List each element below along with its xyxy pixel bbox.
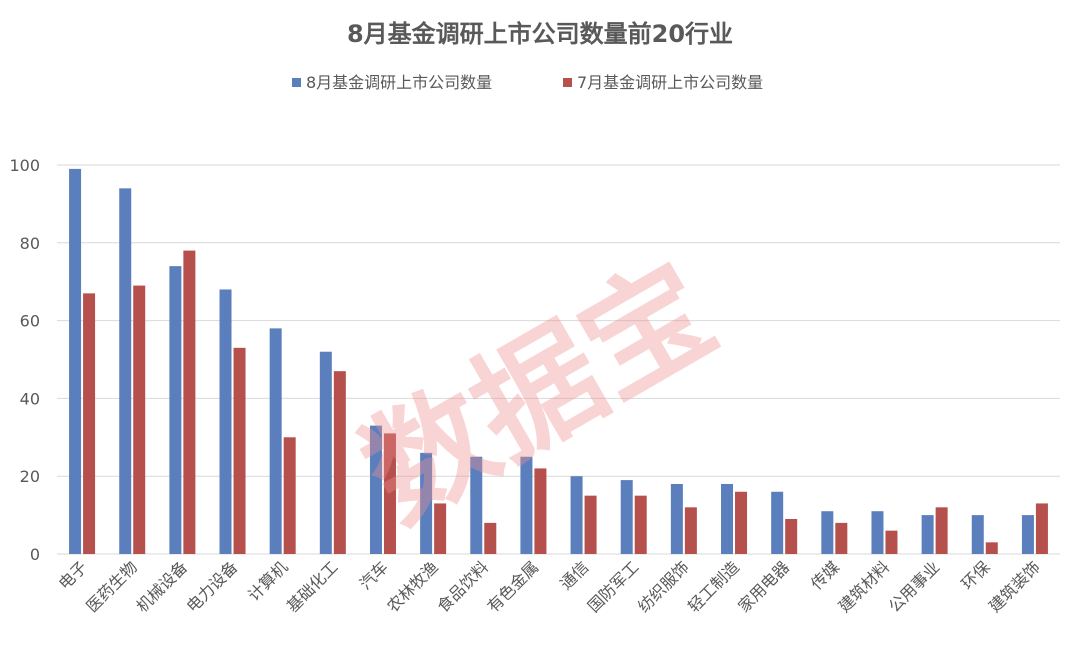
bar-august [921, 515, 934, 554]
bar-july [534, 468, 547, 554]
bar-july [785, 518, 798, 554]
bar-july [985, 542, 998, 554]
bar-august [771, 491, 784, 554]
y-axis-tick-labels: 0 20 40 60 80 100 [9, 156, 40, 564]
chart-title: 8月基金调研上市公司数量前20行业 [347, 20, 733, 48]
bar-august [470, 456, 483, 554]
x-tick-label: 基础化工 [283, 557, 342, 616]
y-tick-label: 80 [20, 234, 40, 253]
bar-july [735, 491, 748, 554]
bar-august [420, 452, 433, 554]
y-tick-label: 100 [9, 156, 40, 175]
x-tick-label: 轻工制造 [684, 557, 743, 616]
bar-july [183, 250, 196, 554]
bar-august [821, 511, 834, 554]
bar-august [119, 188, 132, 554]
legend: 8月基金调研上市公司数量 7月基金调研上市公司数量 [292, 73, 763, 92]
x-tick-label: 机械设备 [133, 557, 192, 616]
x-tick-label: 环保 [958, 557, 994, 593]
x-tick-label: 医药生物 [82, 557, 141, 616]
x-tick-label: 公用事业 [885, 557, 944, 616]
bar-august [219, 289, 232, 554]
bar-july [684, 507, 697, 554]
bar-august [570, 476, 583, 554]
legend-label-august: 8月基金调研上市公司数量 [306, 73, 492, 92]
bar-july [1035, 503, 1048, 554]
bar-july [333, 371, 346, 554]
bar-august [520, 456, 533, 554]
bar-july [484, 522, 497, 554]
x-tick-label: 农林牧渔 [383, 557, 442, 616]
bar-july [233, 347, 246, 554]
x-tick-label: 计算机 [244, 557, 291, 604]
bar-august [670, 483, 683, 554]
legend-swatch-august [292, 78, 301, 87]
x-tick-label: 建筑装饰 [985, 557, 1044, 616]
bar-august [871, 511, 884, 554]
x-tick-label: 电子 [55, 557, 91, 593]
y-tick-label: 20 [20, 467, 40, 486]
x-tick-label: 汽车 [356, 557, 392, 593]
x-tick-label: 有色金属 [484, 557, 543, 616]
bar-august [1021, 515, 1034, 554]
bar-august [369, 425, 382, 554]
bar-july [634, 495, 647, 554]
y-tick-label: 40 [20, 389, 40, 408]
x-tick-label: 家用电器 [734, 557, 793, 616]
x-tick-label: 国防军工 [584, 557, 643, 616]
bar-august [971, 515, 984, 554]
x-tick-label: 传媒 [807, 557, 843, 593]
y-tick-label: 0 [30, 545, 40, 564]
bar-august [69, 168, 82, 554]
bar-august [269, 328, 282, 554]
y-tick-label: 60 [20, 312, 40, 331]
bar-august [721, 483, 734, 554]
legend-swatch-july [563, 78, 572, 87]
x-tick-label: 建筑材料 [835, 557, 894, 616]
x-tick-label: 纺织服饰 [634, 557, 693, 616]
x-tick-label: 电力设备 [183, 557, 242, 616]
bar-july [885, 530, 898, 554]
legend-label-july: 7月基金调研上市公司数量 [577, 73, 763, 92]
bar-july [133, 285, 146, 554]
x-tick-label: 食品饮料 [433, 557, 492, 616]
bar-july [835, 522, 848, 554]
bar-july [383, 433, 396, 554]
bar-july [283, 437, 296, 554]
bar-july [434, 503, 447, 554]
bar-july [935, 507, 948, 554]
bar-series [69, 168, 1048, 554]
bar-july [83, 293, 96, 554]
bar-july [584, 495, 597, 554]
bar-august [169, 266, 182, 554]
x-tick-label: 通信 [556, 557, 592, 593]
bar-august [620, 480, 633, 554]
bar-august [319, 351, 332, 554]
